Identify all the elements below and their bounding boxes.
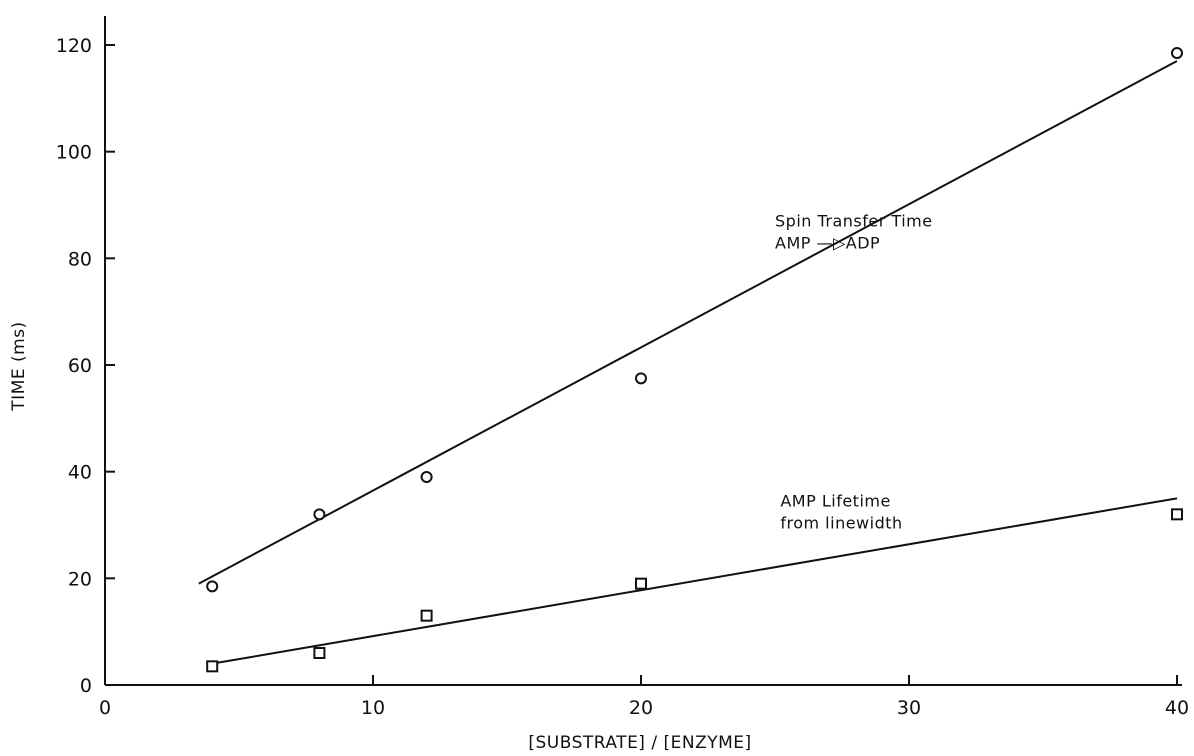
x-tick-label: 30 bbox=[897, 697, 921, 719]
square-point bbox=[420, 609, 433, 622]
y-axis-label: TIME (ms) bbox=[9, 321, 29, 411]
axes bbox=[104, 16, 1182, 686]
square-point bbox=[1171, 508, 1183, 521]
y-tick-label: 20 bbox=[68, 568, 92, 590]
x-tick-label: 10 bbox=[361, 697, 385, 719]
data-points bbox=[206, 47, 1183, 673]
y-tick-label: 100 bbox=[56, 142, 92, 164]
annotation-1-line-1: Spin Transfer Time bbox=[775, 211, 933, 230]
x-tick-label: 0 bbox=[99, 697, 111, 719]
x-axis-label: [SUBSTRATE] / [ENZYME] bbox=[528, 733, 751, 753]
circle-point bbox=[420, 471, 433, 483]
y-axis-ticks: 0 20 40 60 80 100 120 bbox=[56, 35, 115, 697]
y-tick-label: 60 bbox=[68, 355, 92, 377]
annotation-2-line-1: AMP Lifetime bbox=[780, 491, 890, 510]
x-tick-label: 20 bbox=[629, 697, 653, 719]
x-tick-label: 40 bbox=[1165, 697, 1189, 719]
x-axis-ticks: 0 10 20 30 40 bbox=[99, 675, 1189, 719]
square-point bbox=[206, 660, 219, 673]
circle-point bbox=[635, 372, 647, 385]
y-tick-label: 0 bbox=[80, 675, 92, 697]
annotations: Spin Transfer Time AMP —▷ADP AMP Lifetime f… bbox=[775, 211, 933, 532]
annotation-1-line-2: AMP —▷ADP bbox=[775, 233, 880, 252]
annotation-2-line-2: from linewidth bbox=[780, 513, 902, 532]
y-tick-label: 120 bbox=[56, 35, 92, 57]
fit-line-1 bbox=[198, 60, 1178, 585]
square-point bbox=[635, 577, 647, 590]
fit-line-2 bbox=[212, 497, 1178, 665]
circle-point bbox=[206, 580, 219, 593]
circle-point bbox=[313, 508, 326, 521]
y-tick-label: 80 bbox=[68, 248, 92, 270]
fit-lines bbox=[198, 60, 1178, 665]
circle-point bbox=[1171, 47, 1183, 59]
square-point bbox=[313, 647, 326, 659]
y-tick-label: 40 bbox=[68, 462, 92, 484]
